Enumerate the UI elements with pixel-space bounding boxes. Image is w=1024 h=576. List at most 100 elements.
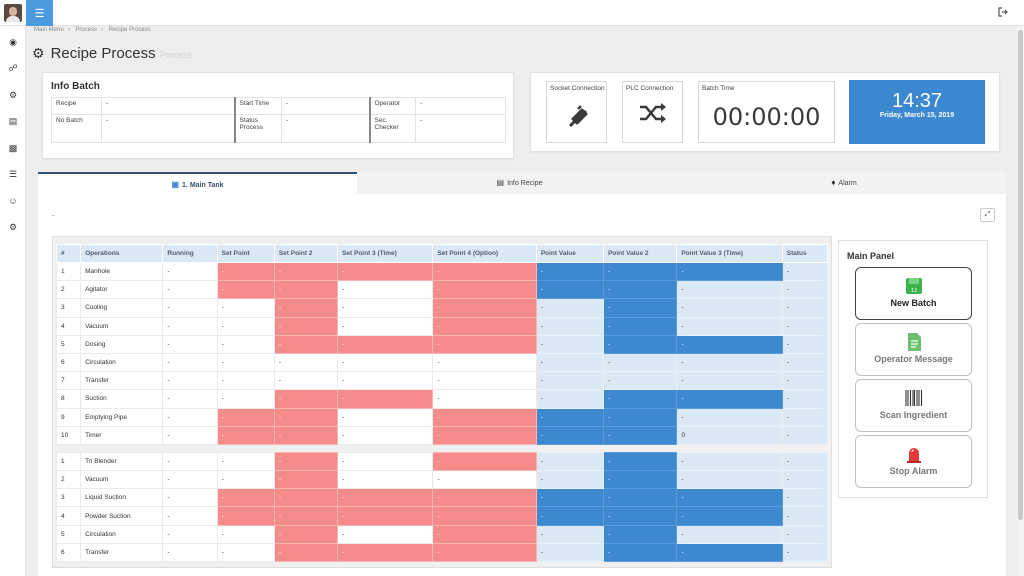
table-cell: - <box>216 542 275 563</box>
bell-icon: ♦ <box>831 178 836 187</box>
settings-icon[interactable]: ⚙ <box>8 222 18 232</box>
share-icon[interactable]: ☍ <box>8 63 18 73</box>
table-cell: - <box>535 542 605 563</box>
new-batch-button[interactable]: 12 New Batch <box>855 267 972 320</box>
table-row: 5 Dosing - - - - - - - - - <box>55 334 829 354</box>
table-cell: - <box>603 261 678 282</box>
book-icon[interactable]: ▩ <box>8 143 18 153</box>
main-panel-title: Main Panel <box>847 251 895 261</box>
document-icon: ▤ <box>496 178 505 187</box>
table-cell: - <box>676 451 783 472</box>
table-cell: - <box>535 425 605 445</box>
gear-icon[interactable]: ⚙ <box>8 90 18 100</box>
info-label-sec-checker: Sec. Checker <box>368 114 416 143</box>
tab-alarm[interactable]: ♦ Alarm <box>831 178 857 187</box>
table-cell: - <box>273 371 339 391</box>
table-row: 1 Tri Blender - - - - - - - - - <box>55 451 829 472</box>
row-number: 9 <box>55 407 82 427</box>
table-cell: - <box>535 470 605 490</box>
table-cell: - <box>337 316 434 336</box>
document-icon[interactable]: ▤ <box>8 116 18 126</box>
table-cell: - <box>273 425 339 445</box>
operation-name: Cooling <box>80 298 164 318</box>
database-icon[interactable]: ☰ <box>8 169 18 179</box>
table-cell: - <box>676 371 783 391</box>
tab-info-recipe[interactable]: ▤ Info Recipe <box>496 178 543 187</box>
gears-icon: ⚙ <box>32 44 45 61</box>
table-cell: - <box>273 280 339 300</box>
table-cell: - <box>432 298 537 318</box>
table-cell: - <box>273 542 339 563</box>
table-row: 9 Emptying Pipe - - - - - - - - - <box>55 407 829 427</box>
table-cell: - <box>216 352 275 373</box>
operation-name: Timer <box>80 425 164 445</box>
table-cell: - <box>535 524 605 544</box>
table-cell: - <box>603 506 678 526</box>
table-cell: - <box>162 451 218 472</box>
table-cell: - <box>273 506 339 526</box>
top-bar: ☰ <box>0 0 1024 26</box>
table-cell: - <box>162 389 218 409</box>
panel-header-text: - <box>52 213 55 220</box>
table-cell: - <box>273 407 339 427</box>
table-cell: - <box>432 407 537 427</box>
table-cell: - <box>273 352 339 373</box>
batch-time-box: Batch Time 00:00:00 <box>698 81 835 143</box>
table-cell: - <box>603 488 678 508</box>
plc-connection-box: PLC Connection <box>622 81 683 143</box>
operation-name: Transfer <box>80 371 164 391</box>
table-row: 6 Circulation - - - - - - - - - <box>55 352 829 373</box>
batch-time-label: Batch Time <box>702 85 735 92</box>
table-cell: - <box>337 542 434 563</box>
table-cell: - <box>162 298 218 318</box>
table-cell: - <box>273 451 339 472</box>
operations-table: # Operations Running Set Point Set Point 2 Se… <box>55 244 829 563</box>
dashboard-icon[interactable]: ◉ <box>9 37 17 47</box>
operations-table-container: # Operations Running Set Point Set Point 2 Se… <box>52 236 832 568</box>
expand-icon[interactable]: ⤢ <box>980 208 995 222</box>
info-value-no-batch: - <box>101 114 235 143</box>
table-cell: - <box>216 506 275 526</box>
page-header: ⚙ Recipe Process Process <box>32 43 192 63</box>
table-cell: - <box>216 470 275 490</box>
table-cell: - <box>535 407 605 427</box>
tank-icon: ▣ <box>171 180 180 189</box>
avatar[interactable] <box>4 4 22 22</box>
table-cell: - <box>781 542 829 563</box>
table-cell: - <box>216 407 275 427</box>
stop-alarm-button[interactable]: Stop Alarm <box>855 435 972 488</box>
row-number: 8 <box>55 389 82 409</box>
scan-ingredient-button[interactable]: Scan Ingredient <box>855 379 972 432</box>
column-header: Running <box>162 244 218 263</box>
table-cell: - <box>432 371 537 391</box>
info-value-recipe: - <box>101 96 235 116</box>
breadcrumb-main-menu[interactable]: Main Menu <box>34 27 64 33</box>
table-cell: - <box>216 371 275 391</box>
tab-main-tank[interactable]: ▣ 1. Main Tank <box>38 172 357 194</box>
operation-name: Liquid Suction <box>80 488 164 508</box>
clock-time: 14:37 <box>891 90 943 112</box>
operation-name: Manhole <box>80 261 164 282</box>
table-cell: - <box>781 407 829 427</box>
table-cell: - <box>603 470 678 490</box>
table-row: 2 Vacuum - - - - - - - - - <box>55 470 829 490</box>
svg-text:12: 12 <box>910 288 916 294</box>
scrollbar-thumb[interactable] <box>1018 30 1023 520</box>
table-cell: - <box>162 470 218 490</box>
column-header: Set Point <box>216 244 275 263</box>
table-cell: - <box>162 352 218 373</box>
breadcrumb-process[interactable]: Process <box>75 27 98 33</box>
table-cell: - <box>781 488 829 508</box>
table-row: 1 Manhole - - - - - - - - - <box>55 261 829 282</box>
clock-widget: 14:37 Friday, March 15, 2019 <box>849 80 985 144</box>
table-cell: - <box>432 542 537 563</box>
user-icon[interactable]: ☺ <box>8 196 18 206</box>
table-cell: - <box>535 389 605 409</box>
logout-icon[interactable] <box>998 7 1010 19</box>
table-cell: - <box>432 506 537 526</box>
table-cell: - <box>676 407 783 427</box>
menu-toggle-button[interactable]: ☰ <box>26 0 53 26</box>
operator-message-button[interactable]: Operator Message <box>855 323 972 376</box>
tab-bar: ▣ 1. Main Tank ▤ Info Recipe ♦ Alarm <box>38 172 1006 194</box>
info-label-operator: Operator <box>368 96 416 116</box>
